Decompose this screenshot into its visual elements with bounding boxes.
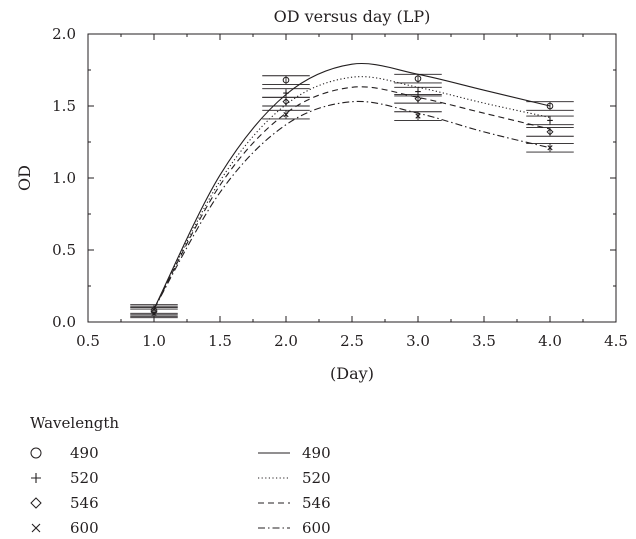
legend-title: Wavelength: [30, 414, 119, 432]
x-tick-label: 4.5: [604, 332, 628, 350]
legend-marker-label: 520: [70, 469, 99, 487]
fit-line-520: [153, 76, 551, 310]
y-tick-label: 1.0: [52, 169, 76, 187]
legend-line-label: 520: [302, 469, 331, 487]
x-tick-label: 1.5: [208, 332, 232, 350]
legend-marker-520-icon: [31, 473, 41, 483]
y-tick-label: 1.5: [52, 97, 76, 115]
data-point-600: [415, 113, 421, 119]
legend-line-label: 490: [302, 444, 331, 462]
legend-marker-label: 490: [70, 444, 99, 462]
data-point-490: [414, 75, 422, 82]
data-point-520: [547, 117, 553, 124]
x-axis-title: (Day): [330, 364, 374, 383]
data-point-600: [547, 145, 553, 151]
data-point-490: [282, 76, 290, 84]
y-tick-label: 2.0: [52, 25, 76, 43]
x-tick-label: 2.5: [340, 332, 364, 350]
legend-line-label: 600: [302, 519, 331, 537]
legend-marker-label: 546: [70, 494, 99, 512]
data-point-520: [283, 90, 289, 96]
x-tick-label: 0.5: [76, 332, 100, 350]
y-tick-label: 0.5: [52, 241, 76, 259]
error-bars: [130, 73, 574, 319]
x-tick-label: 4.0: [538, 332, 562, 350]
data-point-600: [151, 310, 157, 316]
chart-title: OD versus day (LP): [274, 7, 431, 26]
x-tick-label: 3.5: [472, 332, 496, 350]
y-axis-title: OD: [15, 165, 34, 191]
data-point-546: [414, 95, 422, 103]
x-tick-label: 3.0: [406, 332, 430, 350]
data-point-600: [283, 112, 289, 118]
legend-line-label: 546: [302, 494, 331, 512]
data-point-546: [546, 128, 554, 136]
y-tick-label: 0.0: [52, 313, 76, 331]
legend-marker-label: 600: [70, 519, 99, 537]
y-axis-ticks: 0.0 0.5 1.0 1.5 2.0: [52, 25, 616, 331]
fit-line-600: [153, 100, 551, 310]
x-tick-label: 2.0: [274, 332, 298, 350]
x-tick-label: 1.0: [142, 332, 166, 350]
legend-marker-600-icon: [31, 523, 41, 533]
legend-marker-546-icon: [30, 497, 42, 509]
fitted-curves: [153, 62, 551, 310]
fit-line-490: [153, 62, 551, 310]
data-point-490: [546, 102, 554, 110]
data-point-546: [282, 98, 290, 106]
data-markers: [150, 75, 554, 316]
x-axis-ticks: 0.5 1.0 1.5 2.0 2.5 3.0 3.5 4.0 4.5: [76, 34, 628, 350]
legend: Wavelength 490 490 520 520 546 546 600 600: [30, 414, 331, 537]
data-point-520: [415, 88, 421, 95]
fit-line-546: [153, 86, 551, 310]
legend-marker-490-icon: [30, 447, 42, 459]
